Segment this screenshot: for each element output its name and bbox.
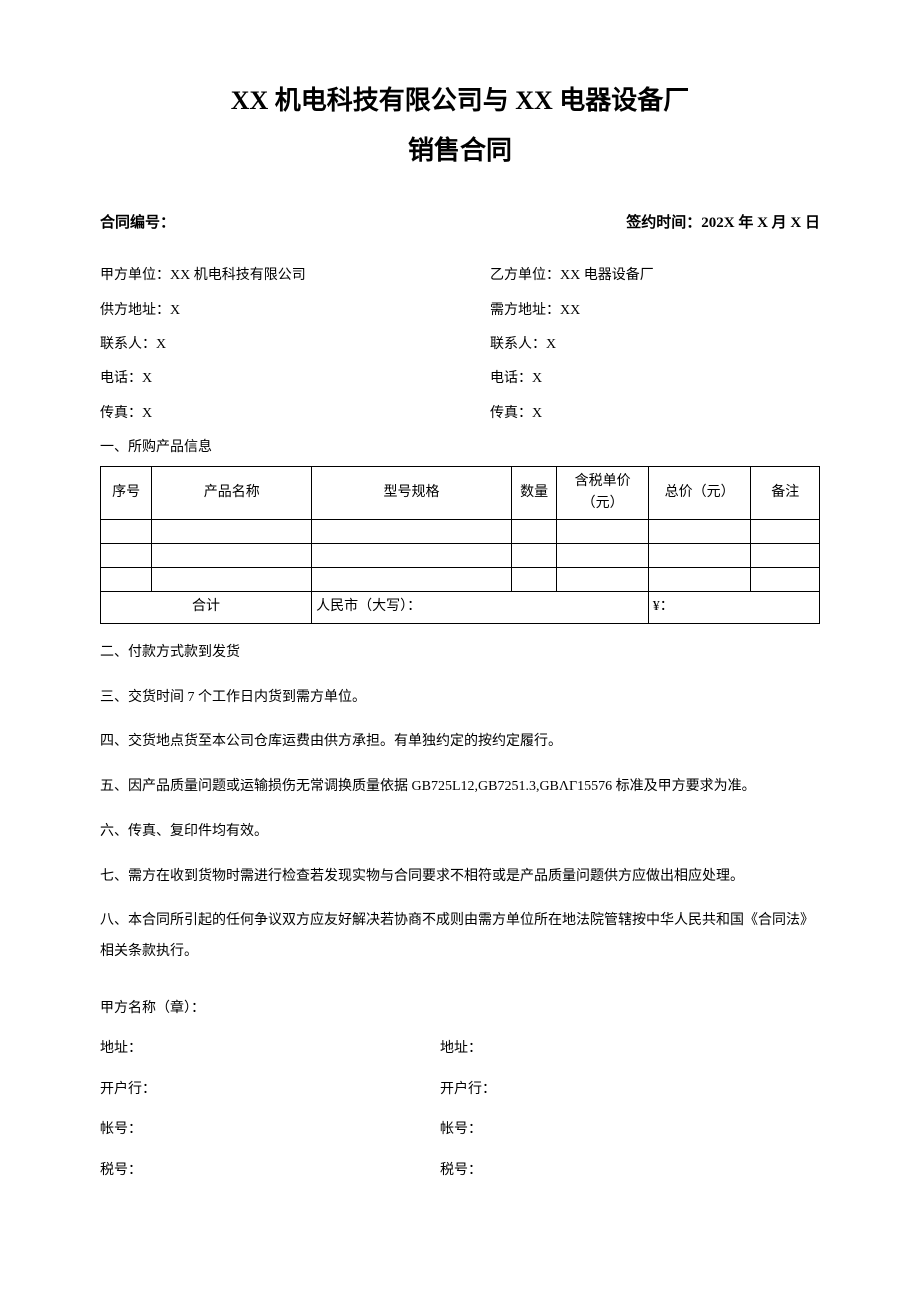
signature-block: 甲方名称（章）： 地址： 地址： 开户行： 开户行： 帐号： 帐号： 税号： 税… [100, 998, 820, 1182]
header-spec: 型号规格 [312, 466, 512, 520]
party-b-phone: 电话：X [490, 368, 820, 390]
cell [751, 568, 820, 592]
header-price: 含税单价（元） [557, 466, 648, 520]
clause-2: 二、付款方式款到发货 [100, 638, 820, 669]
cell [648, 544, 751, 568]
party-a-contact: 联系人：X [100, 334, 490, 356]
yen-label: ¥： [648, 592, 819, 623]
cell [511, 520, 557, 544]
party-b-fax: 传真：X [490, 403, 820, 425]
cell [152, 544, 312, 568]
header-total: 总价（元） [648, 466, 751, 520]
header-note: 备注 [751, 466, 820, 520]
product-table: 序号 产品名称 型号规格 数量 含税单价（元） 总价（元） 备注 合计 人民市（… [100, 466, 820, 624]
cell [557, 520, 648, 544]
cell [511, 568, 557, 592]
cell [312, 520, 512, 544]
sig-b-address: 地址： [440, 1038, 820, 1060]
sig-a-address: 地址： [100, 1038, 440, 1060]
document-title-line1: XX 机电科技有限公司与 XX 电器设备厂 [100, 80, 820, 122]
cell [557, 544, 648, 568]
sig-b-account: 帐号： [440, 1119, 820, 1141]
cell [751, 520, 820, 544]
table-sum-row: 合计 人民市（大写）： ¥： [101, 592, 820, 623]
sig-b-tax: 税号： [440, 1160, 820, 1182]
clause-7: 七、需方在收到货物时需进行检查若发现实物与合同要求不相符或是产品质量问题供方应做… [100, 862, 820, 893]
sig-a-bank: 开户行： [100, 1079, 440, 1101]
party-a-name-seal: 甲方名称（章）： [100, 998, 440, 1020]
cell [557, 568, 648, 592]
party-a-phone: 电话：X [100, 368, 490, 390]
cell [648, 568, 751, 592]
party-b-contact: 联系人：X [490, 334, 820, 356]
cell [312, 568, 512, 592]
header-name: 产品名称 [152, 466, 312, 520]
party-a-address: 供方地址：X [100, 300, 490, 322]
rmb-label: 人民市（大写）： [312, 592, 649, 623]
party-a-unit: 甲方单位：XX 机电科技有限公司 [100, 265, 490, 287]
contract-number-label: 合同编号： [100, 211, 175, 235]
sig-a-account: 帐号： [100, 1119, 440, 1141]
party-b-unit: 乙方单位：XX 电器设备厂 [490, 265, 820, 287]
clause-5: 五、因产品质量问题或运输损伤无常调换质量依据 GB725L12,GB7251.3… [100, 772, 820, 803]
table-row [101, 568, 820, 592]
header-qty: 数量 [511, 466, 557, 520]
sig-b-bank: 开户行： [440, 1079, 820, 1101]
cell [648, 520, 751, 544]
clause-6: 六、传真、复印件均有效。 [100, 817, 820, 848]
header-seq: 序号 [101, 466, 152, 520]
party-b-address: 需方地址：XX [490, 300, 820, 322]
clause-8: 八、本合同所引起的任何争议双方应友好解决若协商不成则由需方单位所在地法院管辖按中… [100, 906, 820, 968]
clause-3: 三、交货时间 7 个工作日内货到需方单位。 [100, 683, 820, 714]
party-a-fax: 传真：X [100, 403, 490, 425]
cell [312, 544, 512, 568]
document-title-line2: 销售合同 [100, 130, 820, 172]
cell [101, 568, 152, 592]
clause-4: 四、交货地点货至本公司仓库运费由供方承担。有单独约定的按约定履行。 [100, 727, 820, 758]
table-header-row: 序号 产品名称 型号规格 数量 含税单价（元） 总价（元） 备注 [101, 466, 820, 520]
section-1-label: 一、所购产品信息 [100, 437, 820, 459]
table-row [101, 544, 820, 568]
cell [511, 544, 557, 568]
sig-a-tax: 税号： [100, 1160, 440, 1182]
cell [152, 568, 312, 592]
sum-label: 合计 [101, 592, 312, 623]
cell [101, 520, 152, 544]
sign-time-label: 签约时间：202X 年 X 月 X 日 [626, 211, 820, 235]
cell [152, 520, 312, 544]
cell [101, 544, 152, 568]
party-b-name-seal [440, 998, 820, 1020]
cell [751, 544, 820, 568]
table-row [101, 520, 820, 544]
